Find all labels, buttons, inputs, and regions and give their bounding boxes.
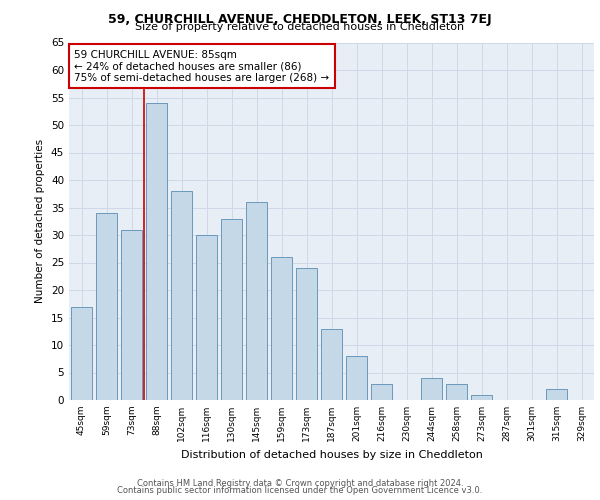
Bar — [346, 356, 367, 400]
Text: 59 CHURCHILL AVENUE: 85sqm
← 24% of detached houses are smaller (86)
75% of semi: 59 CHURCHILL AVENUE: 85sqm ← 24% of deta… — [74, 50, 329, 83]
Bar — [421, 378, 442, 400]
Bar — [546, 389, 567, 400]
Bar — [446, 384, 467, 400]
Bar — [71, 306, 92, 400]
Bar — [196, 235, 217, 400]
Bar — [371, 384, 392, 400]
Bar — [246, 202, 267, 400]
Text: Contains public sector information licensed under the Open Government Licence v3: Contains public sector information licen… — [118, 486, 482, 495]
Text: 59, CHURCHILL AVENUE, CHEDDLETON, LEEK, ST13 7EJ: 59, CHURCHILL AVENUE, CHEDDLETON, LEEK, … — [108, 12, 492, 26]
Bar — [271, 257, 292, 400]
Y-axis label: Number of detached properties: Number of detached properties — [35, 139, 46, 304]
Text: Contains HM Land Registry data © Crown copyright and database right 2024.: Contains HM Land Registry data © Crown c… — [137, 478, 463, 488]
Bar — [96, 213, 117, 400]
Bar — [321, 328, 342, 400]
X-axis label: Distribution of detached houses by size in Cheddleton: Distribution of detached houses by size … — [181, 450, 482, 460]
Text: Size of property relative to detached houses in Cheddleton: Size of property relative to detached ho… — [136, 22, 464, 32]
Bar — [121, 230, 142, 400]
Bar — [471, 394, 492, 400]
Bar — [146, 103, 167, 400]
Bar — [296, 268, 317, 400]
Bar — [221, 218, 242, 400]
Bar — [171, 191, 192, 400]
